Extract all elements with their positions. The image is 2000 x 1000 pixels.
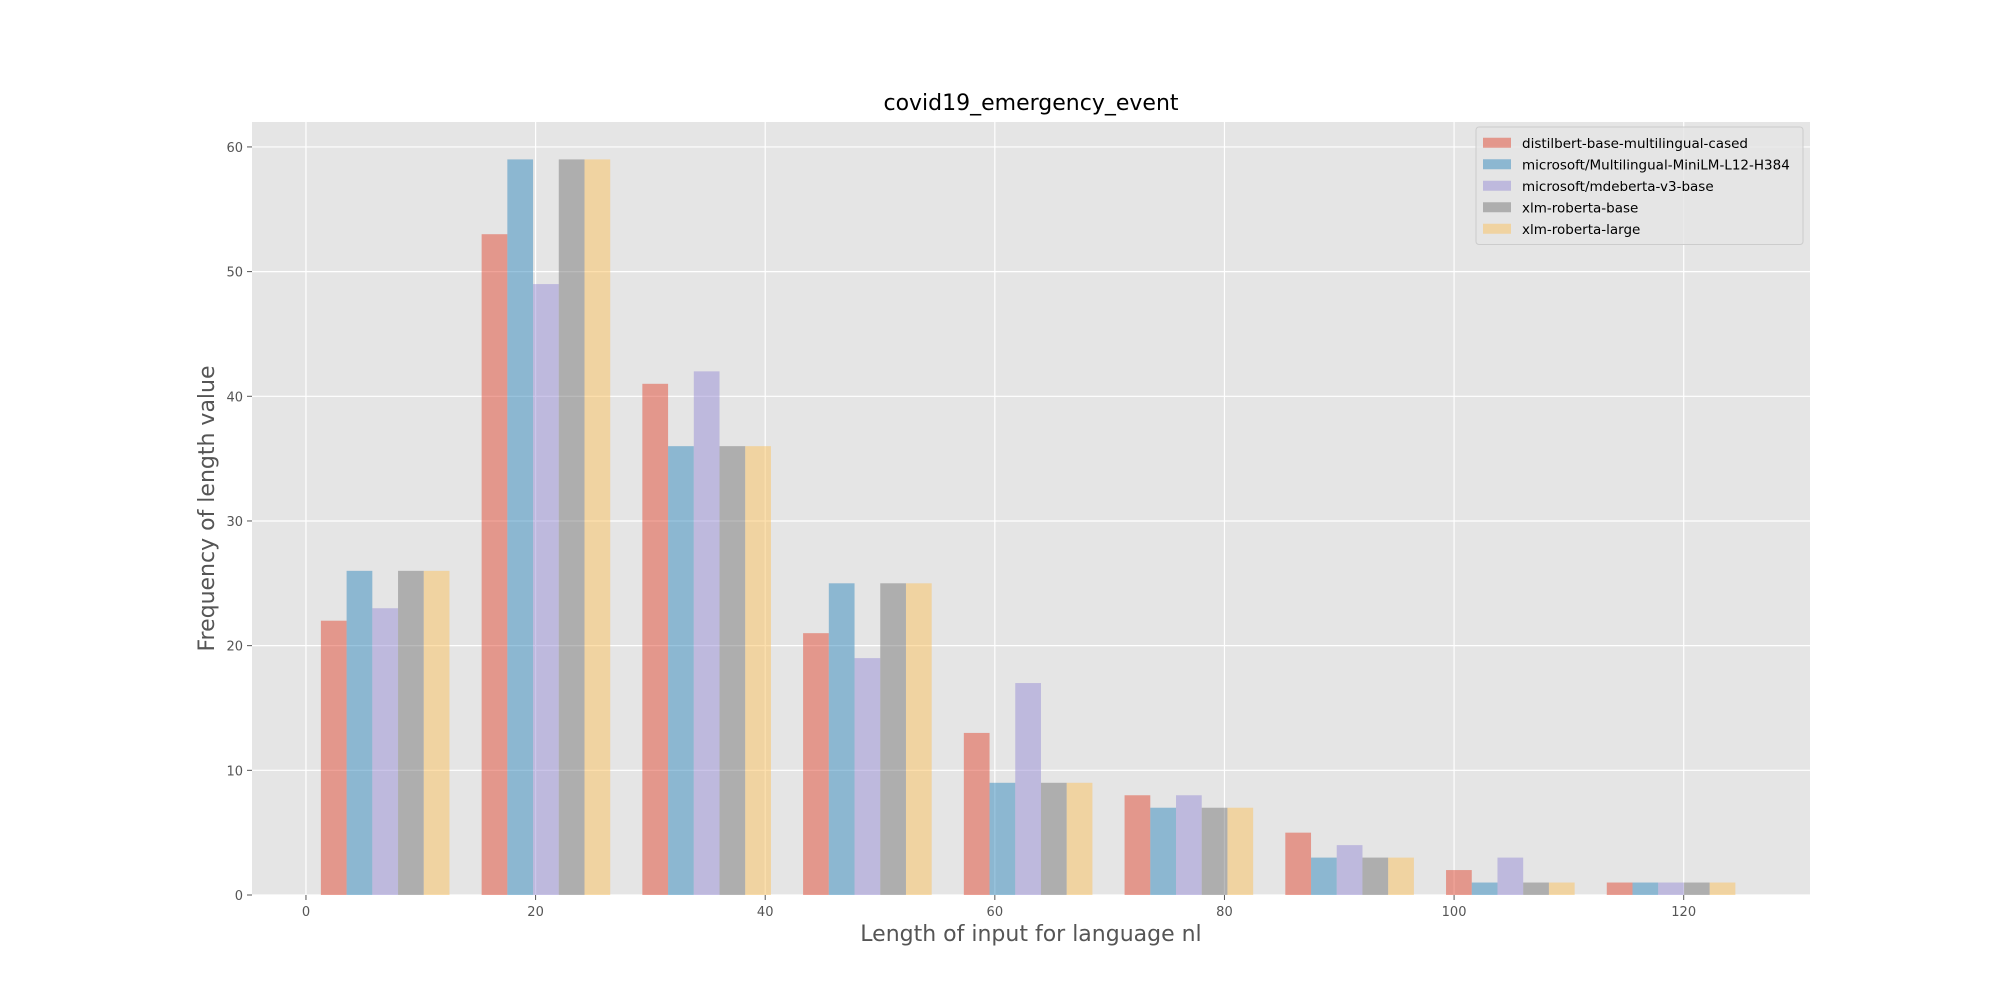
x-tick-label: 60 <box>987 905 1004 920</box>
legend-label: xlm-roberta-large <box>1522 222 1640 238</box>
bar <box>372 608 399 895</box>
tick-labels: 0 20 40 60 80 100 120 0 10 20 30 40 50 60 <box>226 141 1696 920</box>
bar <box>1683 882 1710 895</box>
bar <box>1150 807 1177 895</box>
bar <box>745 446 771 895</box>
legend-box <box>1475 126 1804 245</box>
legend-label: microsoft/Multilingual-MiniLM-L12-H384 <box>1522 157 1790 173</box>
legend-label: distilbert-base-multilingual-cased <box>1522 136 1748 152</box>
bar <box>320 620 347 895</box>
legend-swatch <box>1483 202 1511 213</box>
bar <box>1227 807 1254 895</box>
x-tick-label: 80 <box>1216 905 1233 920</box>
bar <box>1336 845 1363 895</box>
bar <box>398 570 424 895</box>
bar <box>423 570 450 895</box>
bar <box>1548 882 1575 895</box>
legend-label: microsoft/mdeberta-v3-base <box>1522 179 1714 195</box>
bar <box>803 633 829 895</box>
y-tick-label: 50 <box>226 266 243 281</box>
bar <box>481 234 508 896</box>
bar <box>1201 807 1228 895</box>
bar <box>1471 882 1498 895</box>
bar <box>693 371 720 895</box>
bar <box>1709 882 1736 895</box>
bar <box>989 782 1016 895</box>
bar <box>1446 870 1472 895</box>
bar <box>1658 882 1684 895</box>
bar <box>828 583 855 895</box>
y-tick-label: 30 <box>226 515 243 530</box>
y-tick-label: 10 <box>226 764 243 779</box>
bar <box>668 446 694 895</box>
bar <box>880 583 906 895</box>
legend-swatch <box>1483 137 1511 148</box>
legend: distilbert-base-multilingual-cased micros… <box>1475 126 1804 245</box>
bar <box>1285 832 1312 895</box>
y-tick-label: 20 <box>226 640 243 655</box>
bar <box>558 159 585 896</box>
bar <box>1388 857 1414 895</box>
bar <box>719 446 746 895</box>
chart-title: covid19_emergency_event <box>883 91 1178 116</box>
bar <box>905 583 932 895</box>
bar <box>1497 857 1524 895</box>
bar <box>1606 882 1633 895</box>
bar <box>1362 857 1389 895</box>
legend-swatch <box>1483 159 1511 170</box>
bar <box>584 159 611 896</box>
bar <box>1015 683 1041 895</box>
bar <box>963 732 990 895</box>
bar <box>1040 782 1067 895</box>
y-tick-label: 60 <box>226 141 243 156</box>
bar <box>854 658 881 895</box>
bar <box>1066 782 1093 895</box>
legend-swatch <box>1483 223 1511 234</box>
x-tick-label: 20 <box>527 905 544 920</box>
bars-group <box>320 159 1736 896</box>
bar <box>1176 795 1202 895</box>
x-tick-label: 40 <box>757 905 774 920</box>
x-tick-label: 0 <box>302 905 310 920</box>
y-tick-label: 40 <box>226 390 243 405</box>
y-axis-label: Frequency of length value <box>195 365 220 651</box>
y-tick-label: 0 <box>235 889 243 904</box>
bar <box>346 570 373 895</box>
legend-swatch <box>1483 180 1511 191</box>
bar <box>1632 882 1659 895</box>
bar <box>1523 882 1549 895</box>
bar <box>1311 857 1337 895</box>
bar <box>507 159 534 896</box>
x-tick-label: 100 <box>1442 905 1467 920</box>
x-tick-label: 120 <box>1671 905 1696 920</box>
bar <box>533 284 559 895</box>
x-axis-label: Length of input for language nl <box>860 922 1201 947</box>
bar <box>1124 795 1151 895</box>
bar <box>642 383 669 895</box>
legend-label: xlm-roberta-base <box>1522 200 1638 216</box>
